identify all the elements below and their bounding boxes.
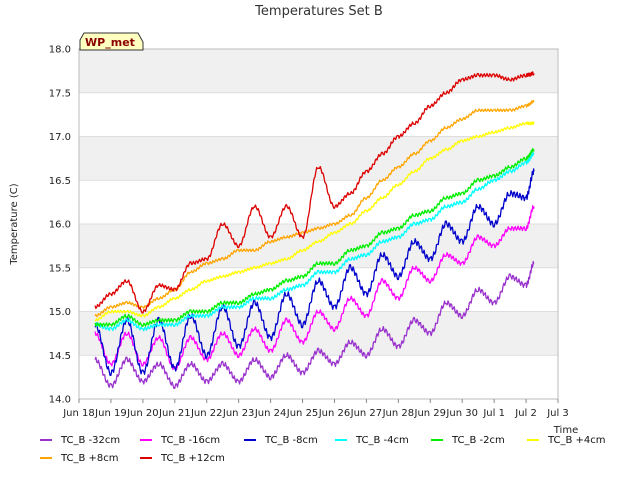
x-axis-label: Time — [553, 425, 578, 436]
y-tick-label: 14.5 — [49, 351, 71, 362]
x-tick-label: Jun 30 — [445, 408, 478, 419]
x-tick-label: Jun 26 — [318, 408, 351, 419]
x-tick-label: Jun 28 — [382, 408, 415, 419]
legend-label: TC_B -4cm — [355, 435, 409, 446]
y-tick-labels: 14.0 14.5 15.0 15.5 16.0 16.5 17.0 17.5 18.0 — [49, 45, 71, 406]
plot-band — [79, 267, 558, 312]
badge-label: WP_met — [85, 36, 135, 49]
legend: TC_B -32cm TC_B -16cm TC_B -8cm TC_B -4cm TC… — [40, 435, 606, 464]
plot-band — [79, 355, 558, 399]
legend-label: TC_B -2cm — [451, 435, 505, 446]
series-line — [94, 71, 535, 314]
legend-label: TC_B +4cm — [547, 435, 606, 446]
y-tick-label: 18.0 — [49, 45, 71, 56]
x-tick-labels: Jun 18 Jun 19 Jun 20 Jun 21 Jun 22 Jun 23 Jun … — [62, 399, 569, 419]
x-tick-label: Jun 24 — [254, 408, 287, 419]
series-line — [94, 147, 535, 328]
plot-band — [79, 136, 558, 181]
plot-background — [79, 49, 558, 399]
series-lines — [94, 71, 535, 389]
legend-label: TC_B -32cm — [60, 435, 120, 446]
y-tick-label: 15.0 — [49, 307, 71, 318]
plot-band — [79, 224, 558, 268]
y-tick-label: 14.0 — [49, 395, 71, 406]
y-tick-label: 17.0 — [49, 132, 71, 143]
x-tick-label: Jul 3 — [546, 408, 569, 419]
series-line — [94, 151, 535, 332]
series-line — [94, 121, 535, 322]
x-tick-label: Jul 1 — [482, 408, 505, 419]
x-tick-label: Jun 25 — [286, 408, 319, 419]
y-axis-label: Temperature (C) — [9, 183, 20, 265]
badge-box — [79, 32, 144, 51]
x-tick-label: Jun 21 — [158, 408, 191, 419]
chart-title: Temperatures Set B — [254, 4, 383, 19]
y-tick-label: 16.0 — [49, 220, 71, 231]
plot-band — [79, 180, 558, 224]
legend-label: TC_B -8cm — [264, 435, 318, 446]
y-tick-label: 17.5 — [49, 88, 71, 99]
x-tick-label: Jun 22 — [190, 408, 223, 419]
x-tick-label: Jun 29 — [414, 408, 447, 419]
legend-label: TC_B +12cm — [160, 453, 225, 464]
series-line — [94, 168, 535, 377]
plot-band — [79, 49, 558, 93]
x-tick-label: Jun 23 — [222, 408, 255, 419]
wp-met-badge: WP_met — [79, 32, 144, 51]
x-tick-label: Jun 19 — [94, 408, 127, 419]
plot-band — [79, 92, 558, 137]
series-line — [94, 260, 535, 389]
legend-label: TC_B -16cm — [160, 435, 220, 446]
plot-frame — [78, 48, 559, 400]
series-line — [94, 205, 535, 371]
x-tick-label: Jun 18 — [62, 408, 95, 419]
legend-label: TC_B +8cm — [60, 453, 119, 464]
x-tick-label: Jun 27 — [350, 408, 383, 419]
series-line — [94, 99, 535, 318]
y-tick-label: 15.5 — [49, 263, 71, 274]
x-tick-label: Jun 20 — [126, 408, 159, 419]
y-tick-label: 16.5 — [49, 176, 71, 187]
x-tick-label: Jul 2 — [514, 408, 537, 419]
